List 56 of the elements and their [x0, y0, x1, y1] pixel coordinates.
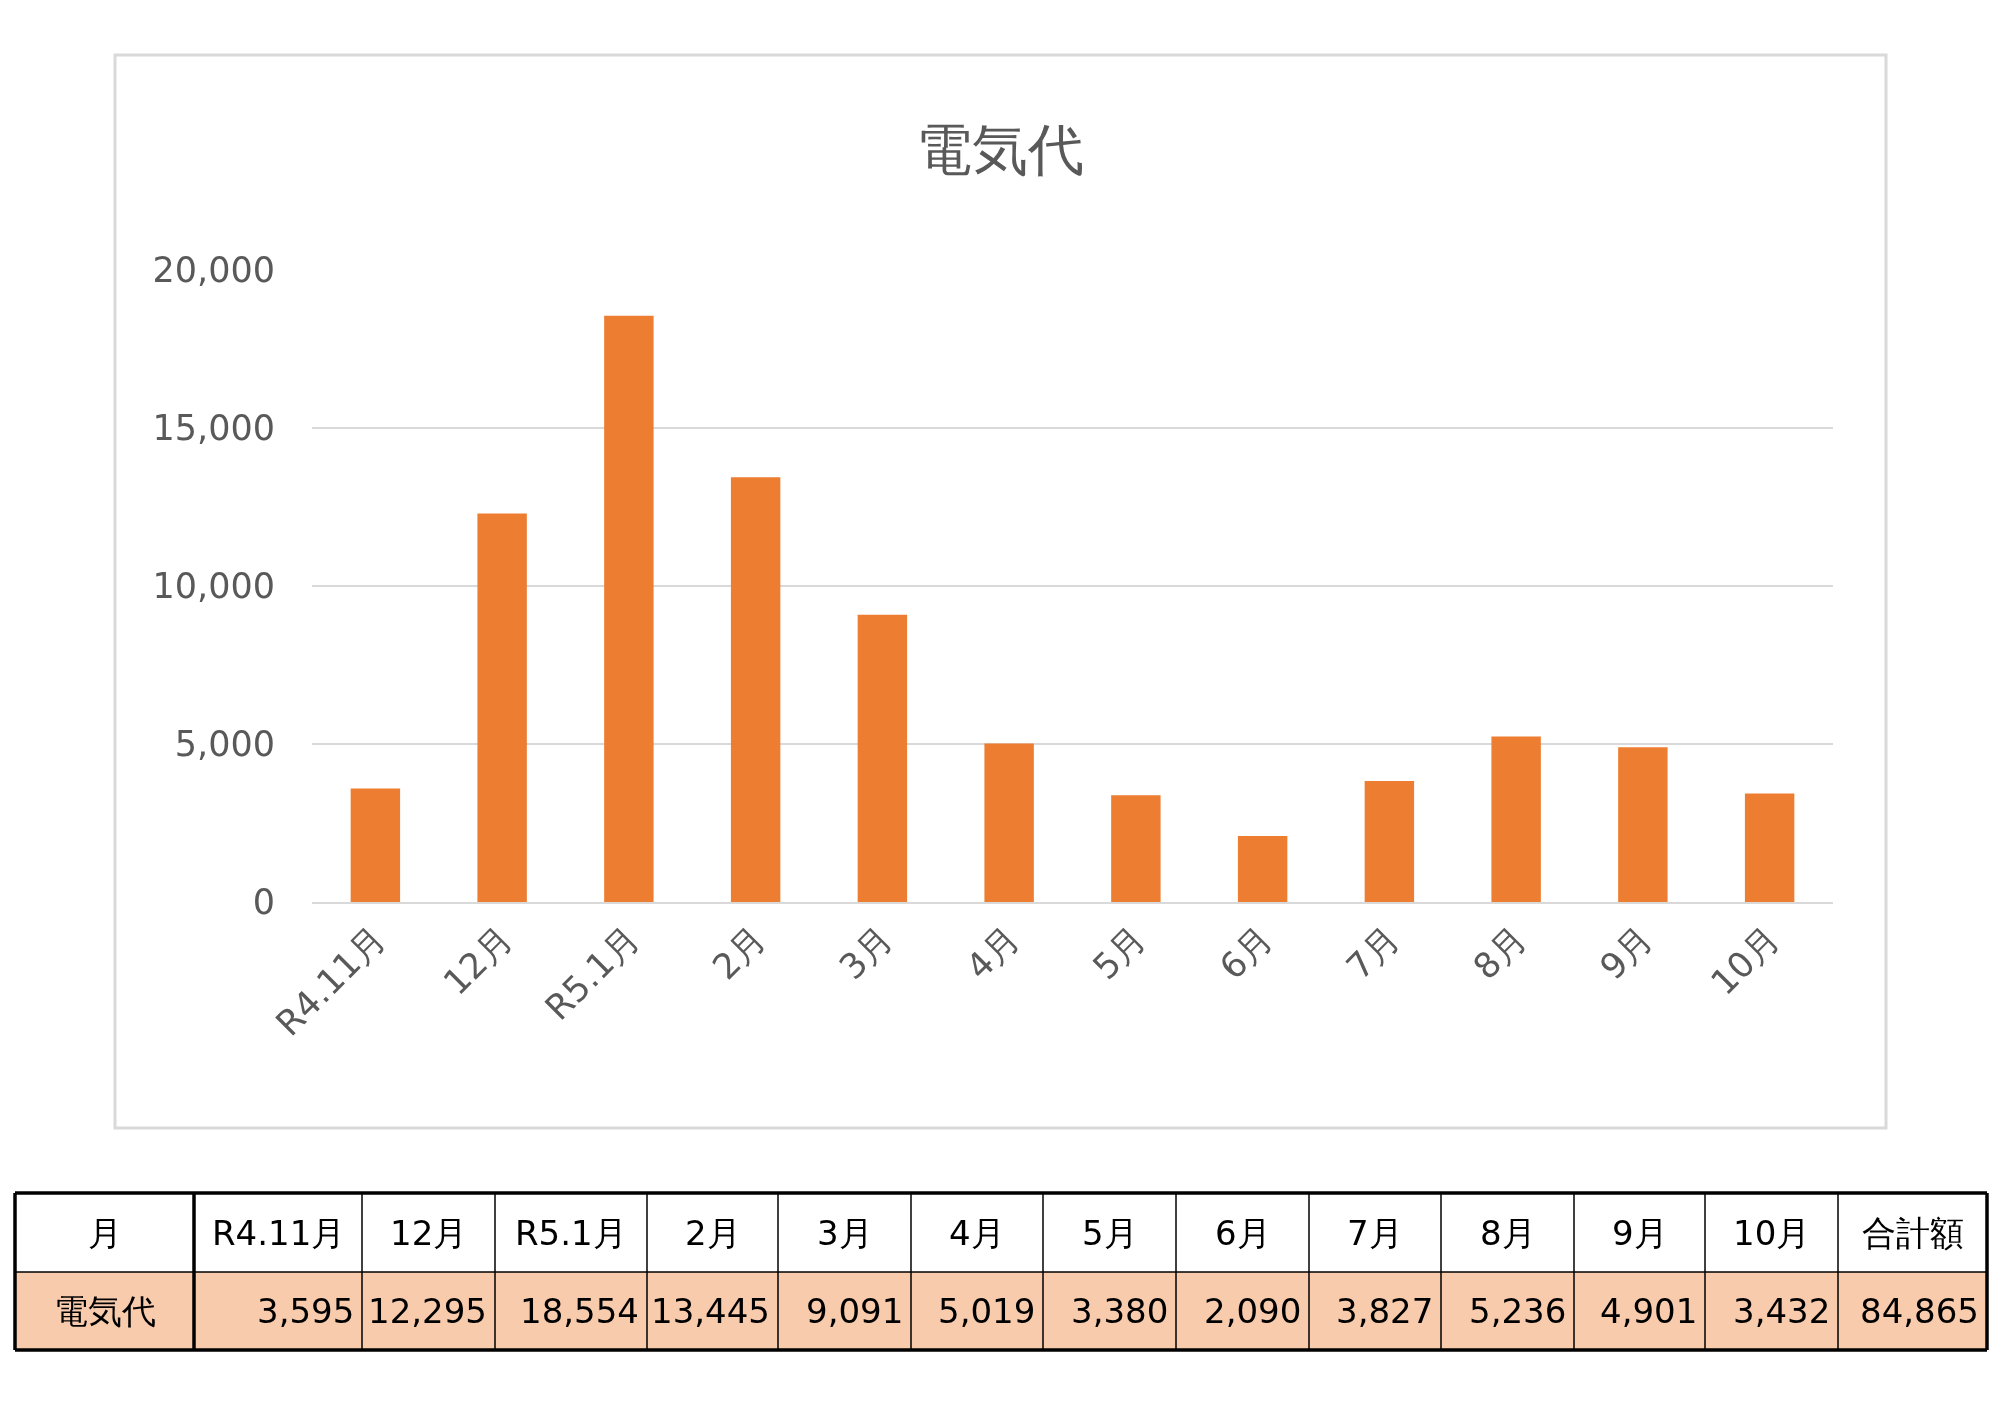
data-label: 4,901	[1600, 1291, 1698, 1331]
category-label: 6月	[1215, 1213, 1271, 1253]
x-tick-label: 4月	[958, 918, 1028, 988]
x-tick-label: 6月	[1211, 918, 1281, 988]
text: 合計額	[1862, 1213, 1964, 1253]
bar	[1111, 795, 1161, 902]
bar	[1364, 781, 1415, 902]
bar	[984, 743, 1034, 902]
category-label: 8月	[1480, 1213, 1536, 1253]
data-label: 12,295	[368, 1291, 487, 1331]
text: 月	[88, 1213, 122, 1253]
text: 84,865	[1860, 1291, 1979, 1331]
data-label: 2,090	[1204, 1291, 1302, 1331]
data-label: 5,236	[1469, 1291, 1567, 1331]
bar	[1618, 747, 1668, 902]
y-tick-label: 0	[252, 882, 275, 923]
data-label: 3,827	[1336, 1291, 1434, 1331]
bar	[730, 477, 781, 902]
category-label: 5月	[1082, 1213, 1138, 1253]
bar	[350, 788, 401, 902]
bar	[477, 513, 527, 902]
category-label: 10月	[1733, 1213, 1811, 1253]
category-label: 9月	[1612, 1213, 1668, 1253]
bar	[857, 614, 908, 902]
x-tick-label: 9月	[1592, 918, 1661, 988]
x-tick-label: 8月	[1465, 918, 1535, 988]
x-tick-label: 10月	[1703, 918, 1788, 1003]
text: 電気代	[54, 1291, 156, 1331]
y-tick-label: 5,000	[174, 724, 275, 765]
category-label: 2月	[685, 1213, 741, 1253]
y-tick-label: 20,000	[152, 250, 275, 291]
x-tick-label: 2月	[704, 918, 774, 988]
data-label: 9,091	[806, 1291, 904, 1331]
data-label: 3,595	[257, 1291, 355, 1331]
bar	[1237, 835, 1288, 902]
data-label: 3,380	[1071, 1291, 1169, 1331]
bar	[1491, 736, 1541, 902]
y-tick-label: 15,000	[152, 408, 275, 449]
bar	[604, 315, 654, 902]
x-tick-label: 3月	[831, 918, 901, 988]
category-label: 4月	[949, 1213, 1005, 1253]
category-label: 3月	[817, 1213, 873, 1253]
category-label: R5.1月	[515, 1213, 627, 1253]
chart-title: 電気代	[916, 116, 1084, 182]
x-tick-label: 7月	[1338, 918, 1408, 988]
x-tick-label: 12月	[435, 918, 521, 1003]
data-label: 18,554	[520, 1291, 639, 1331]
data-label: 3,432	[1733, 1291, 1831, 1331]
bar	[1744, 793, 1795, 902]
category-label: 12月	[390, 1213, 468, 1253]
category-label: R4.11月	[212, 1213, 346, 1253]
x-tick-label: 5月	[1085, 918, 1154, 988]
data-label: 5,019	[938, 1291, 1036, 1331]
data-label: 13,445	[651, 1291, 770, 1331]
y-tick-label: 10,000	[152, 566, 275, 607]
category-label: 7月	[1347, 1213, 1403, 1253]
